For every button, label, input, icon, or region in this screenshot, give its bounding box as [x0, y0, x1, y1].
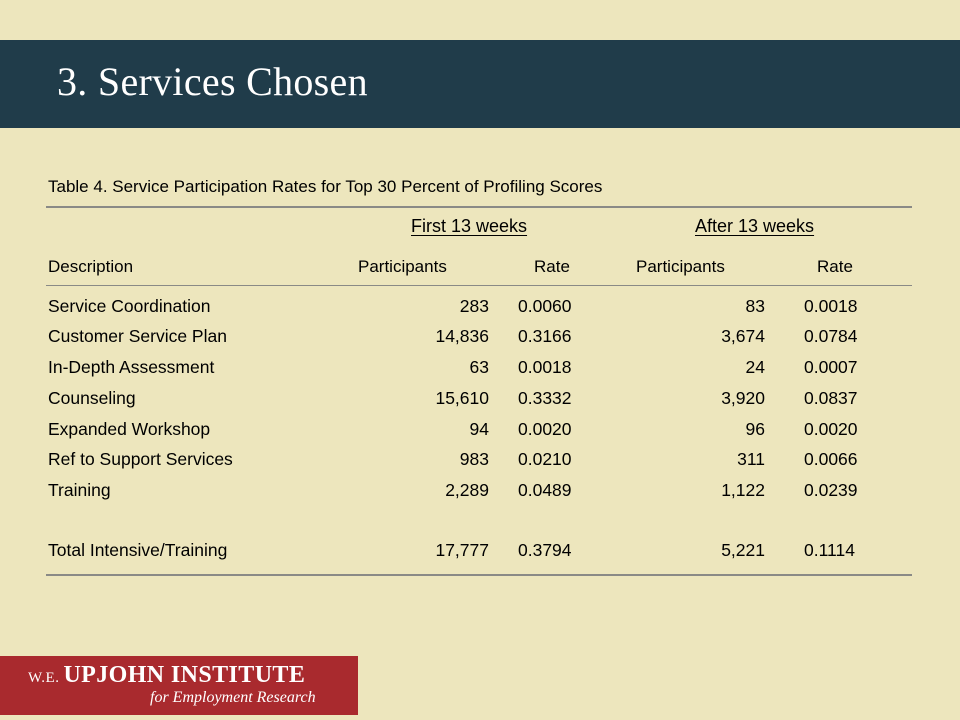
column-header-description: Description: [48, 257, 134, 276]
upjohn-institute-logo: W.E. UPJOHN INSTITUTE for Employment Res…: [0, 656, 358, 715]
title-band: 3. Services Chosen: [0, 40, 960, 128]
table-row-description: Ref to Support Services: [48, 449, 233, 469]
group-header-after-13-weeks: After 13 weeks: [695, 216, 815, 236]
table-cell-participants-after: 96: [745, 419, 765, 439]
table-row-description: Expanded Workshop: [48, 419, 211, 439]
logo-tagline: for Employment Research: [150, 689, 316, 706]
table-caption: Table 4. Service Participation Rates for…: [48, 177, 603, 196]
table-header-rule: [46, 285, 912, 286]
table-bottom-rule: [46, 574, 912, 576]
table-row-description: In-Depth Assessment: [48, 357, 215, 377]
column-header-rate-after: Rate: [817, 257, 853, 276]
table-cell-participants-after: 3,674: [721, 326, 765, 346]
table-cell-participants-first: 63: [469, 357, 489, 377]
slide-title: 3. Services Chosen: [57, 59, 368, 104]
table-cell-participants-after: 311: [737, 449, 765, 469]
table-row-description: Training: [48, 480, 111, 500]
table-total-rate-first: 0.3794: [518, 540, 572, 560]
column-header-rate-first: Rate: [534, 257, 570, 276]
table-cell-participants-after: 3,920: [721, 388, 765, 408]
table-top-rule: [46, 206, 912, 208]
table-cell-rate-after: 0.0007: [804, 357, 858, 377]
table-row-description: Service Coordination: [48, 296, 211, 316]
table-cell-rate-first: 0.0020: [518, 419, 572, 439]
table-cell-participants-first: 2,289: [445, 480, 489, 500]
logo-prefix: W.E.: [28, 670, 60, 686]
table-total-rate-after: 0.1114: [804, 540, 855, 560]
table-total-participants-after: 5,221: [721, 540, 765, 560]
table-cell-participants-first: 15,610: [435, 388, 489, 408]
table-cell-participants-first: 983: [459, 449, 489, 469]
group-header-first-13-weeks: First 13 weeks: [411, 216, 528, 236]
table-cell-rate-after: 0.0018: [804, 296, 858, 316]
table-cell-rate-after: 0.0837: [804, 388, 858, 408]
column-header-participants-first: Participants: [358, 257, 447, 276]
table-row-description: Counseling: [48, 388, 136, 408]
column-header-participants-after: Participants: [636, 257, 725, 276]
table-cell-participants-after: 1,122: [721, 480, 765, 500]
table-total-participants-first: 17,777: [435, 540, 489, 560]
table-cell-rate-after: 0.0020: [804, 419, 858, 439]
table-cell-rate-after: 0.0239: [804, 480, 858, 500]
table-cell-rate-first: 0.0060: [518, 296, 572, 316]
table-cell-rate-first: 0.0489: [518, 480, 572, 500]
table-row-description: Customer Service Plan: [48, 326, 227, 346]
table-cell-participants-first: 283: [459, 296, 489, 316]
logo-name: UPJOHN INSTITUTE: [63, 662, 306, 688]
table-cell-rate-first: 0.0018: [518, 357, 572, 377]
table-cell-participants-after: 24: [745, 357, 765, 377]
table-cell-rate-first: 0.0210: [518, 449, 572, 469]
table-cell-participants-after: 83: [745, 296, 765, 316]
table-total-description: Total Intensive/Training: [48, 540, 228, 560]
table-cell-participants-first: 94: [469, 419, 489, 439]
table-cell-rate-first: 0.3332: [518, 388, 572, 408]
table-cell-rate-after: 0.0066: [804, 449, 858, 469]
table-cell-participants-first: 14,836: [435, 326, 489, 346]
table-cell-rate-first: 0.3166: [518, 326, 572, 346]
table-cell-rate-after: 0.0784: [804, 326, 858, 346]
